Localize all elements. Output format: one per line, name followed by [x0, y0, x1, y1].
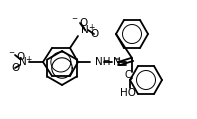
Text: HO: HO — [120, 88, 136, 98]
Text: N: N — [19, 57, 27, 67]
Text: +: + — [88, 22, 94, 32]
Text: N: N — [113, 57, 121, 67]
Text: O: O — [12, 63, 20, 73]
Text: +: + — [25, 55, 31, 64]
Text: NH: NH — [95, 57, 111, 67]
Text: C: C — [125, 70, 131, 80]
Text: O: O — [91, 29, 99, 39]
Text: =: = — [114, 56, 120, 62]
Text: $^-$O: $^-$O — [70, 16, 88, 28]
Text: $^-$O: $^-$O — [7, 50, 25, 62]
Text: N: N — [81, 25, 89, 35]
